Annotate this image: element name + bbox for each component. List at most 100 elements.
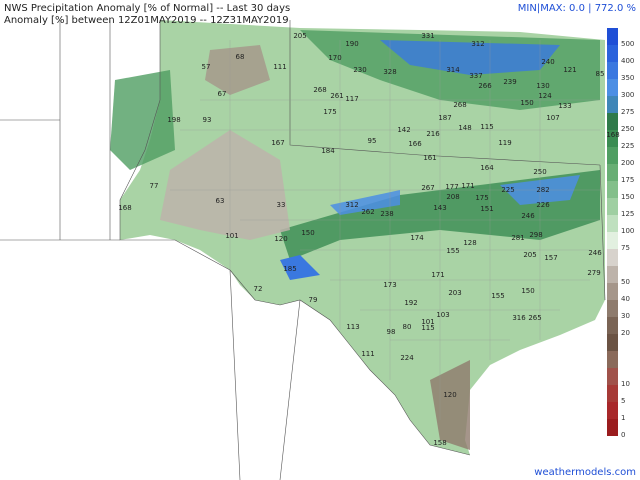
station-value: 170 [328, 54, 341, 62]
station-value: 166 [408, 140, 422, 148]
station-value: 226 [536, 201, 550, 209]
station-value: 282 [536, 186, 549, 194]
min-max: MIN|MAX: 0.0 | 772.0 % [518, 3, 636, 14]
colorbar-bin [607, 28, 618, 45]
colorbar-tick-label: 75 [621, 244, 630, 252]
station-value: 238 [380, 210, 393, 218]
station-value: 115 [480, 123, 493, 131]
station-value: 177 [445, 183, 458, 191]
colorbar-tick-label: 250 [621, 125, 634, 133]
station-value: 113 [346, 323, 359, 331]
station-value: 111 [273, 63, 286, 71]
station-value: 101 [225, 232, 238, 240]
station-value: 128 [463, 239, 476, 247]
station-value: 312 [471, 40, 484, 48]
station-value: 203 [448, 289, 461, 297]
colorbar-bin [607, 334, 618, 351]
colorbar-bin [607, 283, 618, 300]
station-value: 67 [218, 90, 227, 98]
station-value: 230 [353, 66, 366, 74]
station-value: 265 [528, 314, 541, 322]
station-value: 225 [501, 186, 514, 194]
station-value: 143 [433, 204, 446, 212]
wet-area [110, 70, 175, 170]
colorbar-bin [607, 181, 618, 198]
colorbar-bin [607, 351, 618, 368]
station-value: 246 [521, 212, 535, 220]
colorbar-bin [607, 215, 618, 232]
station-value: 187 [438, 114, 451, 122]
colorbar-tick-label: 100 [621, 227, 634, 235]
station-value: 281 [511, 234, 524, 242]
colorbar-bin [607, 62, 618, 79]
station-value: 72 [254, 285, 263, 293]
station-value: 155 [446, 247, 459, 255]
very-wet [380, 40, 560, 75]
station-value: 155 [491, 292, 504, 300]
station-value: 107 [546, 114, 559, 122]
colorbar-tick-label: 20 [621, 329, 630, 337]
station-value: 185 [283, 265, 296, 273]
station-value: 331 [421, 32, 434, 40]
station-value: 168 [118, 204, 131, 212]
title: NWS Precipitation Anomaly [% of Normal] … [4, 3, 290, 14]
station-value: 120 [274, 235, 287, 243]
colorbar-tick-label: 50 [621, 278, 630, 286]
colorbar-tick-label: 300 [621, 91, 634, 99]
very-wet [280, 255, 320, 280]
station-value: 173 [383, 281, 396, 289]
station-value: 151 [480, 205, 493, 213]
station-value: 161 [423, 154, 436, 162]
station-value: 164 [480, 164, 494, 172]
dry-area [160, 130, 290, 240]
colorbar-bin [607, 45, 618, 62]
station-value: 208 [446, 193, 459, 201]
colorbar-bin [607, 232, 618, 249]
station-value: 268 [313, 86, 326, 94]
colorbar-tick-label: 500 [621, 40, 634, 48]
colorbar-tick-label: 150 [621, 193, 634, 201]
colorbar-tick-label: 1 [621, 414, 625, 422]
station-value: 261 [330, 92, 343, 100]
colorbar-bin [607, 113, 618, 130]
station-value: 98 [387, 328, 396, 336]
station-value: 267 [421, 184, 434, 192]
station-value: 115 [421, 324, 434, 332]
station-value: 198 [167, 116, 180, 124]
station-value: 205 [523, 251, 536, 259]
colorbar-tick-label: 0 [621, 431, 625, 439]
station-value: 121 [563, 66, 576, 74]
station-value: 239 [503, 78, 516, 86]
station-value: 262 [361, 208, 374, 216]
colorbar-bin [607, 385, 618, 402]
colorbar-bin [607, 419, 618, 436]
station-value: 142 [397, 126, 410, 134]
station-value: 266 [478, 82, 492, 90]
station-value: 268 [453, 101, 466, 109]
station-value: 101 [421, 318, 434, 326]
watermark: weathermodels.com [534, 467, 636, 478]
station-value: 57 [202, 63, 211, 71]
colorbar-bin [607, 266, 618, 283]
station-value: 120 [443, 391, 456, 399]
station-value: 157 [544, 254, 557, 262]
station-value: 103 [436, 311, 449, 319]
station-value: 279 [587, 269, 600, 277]
station-value: 133 [558, 102, 571, 110]
colorbar-bin [607, 79, 618, 96]
station-value: 77 [150, 182, 159, 190]
station-value: 80 [403, 323, 412, 331]
colorbar-tick-label: 200 [621, 159, 634, 167]
colorbar-bin [607, 249, 618, 266]
dry-area [205, 45, 270, 95]
station-value: 150 [520, 99, 533, 107]
colorbar-bin [607, 300, 618, 317]
station-labels: 331 312 205 190 170 230 328 314 337 266 239 240 121 8… [118, 32, 619, 447]
very-wet [330, 175, 580, 215]
station-value: 314 [446, 66, 460, 74]
station-value: 171 [431, 271, 444, 279]
colorbar-tick-label: 30 [621, 312, 630, 320]
station-value: 246 [588, 249, 602, 257]
colorbar-tick-label: 40 [621, 295, 630, 303]
